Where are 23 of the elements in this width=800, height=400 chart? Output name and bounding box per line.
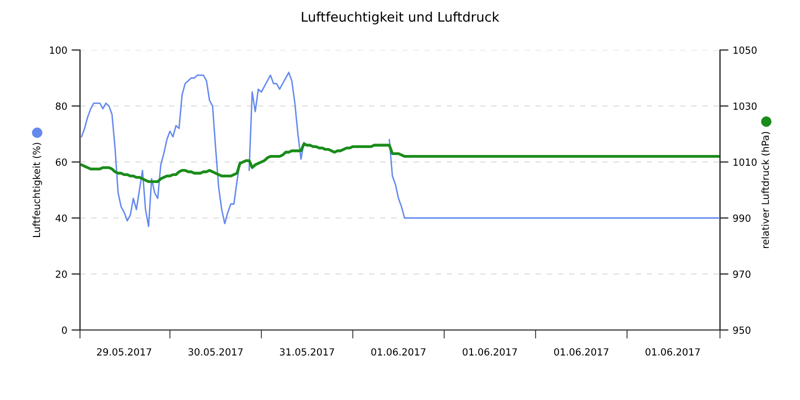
- y-tick-label: 40: [56, 214, 67, 222]
- line-series: [80, 142, 720, 183]
- y-tick-label: 80: [56, 102, 67, 110]
- y-tick-label: 100: [50, 46, 67, 54]
- x-tick-label: 30.05.2017: [188, 348, 243, 356]
- x-tick-label: 31.05.2017: [280, 348, 334, 356]
- y2-tick-label: 1030: [734, 102, 757, 110]
- x-tick-label: 29.05.2017: [97, 348, 152, 356]
- y-axis-title: Luftfeuchtigkeit (%): [32, 142, 42, 238]
- x-tick-label: 01.06.2017: [554, 348, 608, 356]
- y2-axis-title: relativer Luftdruck (hPa): [761, 132, 770, 248]
- y2-tick-label: 990: [733, 214, 750, 222]
- chart-title: Luftfeuchtigkeit und Luftdruck: [302, 12, 500, 24]
- y2-tick-label: 970: [733, 270, 750, 278]
- x-tick-label: 01.06.2017: [462, 348, 517, 356]
- y2-tick-label: 1050: [734, 46, 757, 54]
- x-tick-label: 01.06.2017: [371, 348, 426, 356]
- y-tick-label: 60: [56, 158, 67, 166]
- y2-tick-label: 1010: [734, 158, 757, 166]
- y-tick-label: 20: [56, 270, 67, 278]
- x-tick-label: 01.06.2017: [646, 348, 700, 356]
- y2-tick-label: 950: [733, 326, 750, 334]
- y-tick-label: 0: [62, 326, 67, 334]
